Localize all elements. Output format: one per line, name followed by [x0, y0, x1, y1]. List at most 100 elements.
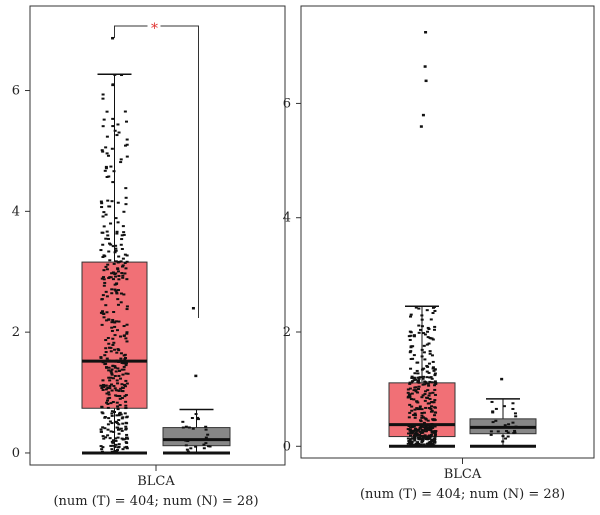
data-point [104, 451, 108, 454]
data-point [123, 261, 127, 264]
data-point [420, 425, 424, 428]
data-point [124, 385, 128, 388]
data-point [107, 342, 111, 345]
data-point [204, 428, 208, 431]
data-point [115, 379, 119, 382]
data-point [428, 397, 432, 400]
data-point [432, 369, 436, 372]
data-point [412, 389, 416, 392]
data-point [112, 170, 116, 173]
data-point [105, 230, 109, 233]
data-point [121, 422, 125, 425]
data-point [99, 356, 103, 359]
data-point [423, 426, 427, 429]
data-point [418, 436, 422, 439]
data-point [102, 316, 106, 319]
data-point [103, 281, 107, 284]
data-point [111, 278, 115, 281]
data-point [434, 381, 438, 384]
data-point [121, 264, 125, 267]
data-point [431, 360, 435, 363]
outlier-point [421, 113, 425, 117]
y-tick-label: 2 [283, 325, 291, 340]
data-point [412, 434, 416, 437]
data-point [413, 408, 417, 411]
data-point [428, 444, 432, 447]
data-point [116, 123, 120, 126]
data-point [423, 417, 427, 420]
data-point [417, 307, 421, 310]
plot-frame [300, 5, 595, 459]
normal-box [162, 427, 231, 447]
data-point [417, 324, 421, 327]
data-point [191, 427, 195, 430]
outlier-point [500, 377, 504, 381]
data-point [101, 243, 105, 246]
data-point [106, 386, 110, 389]
data-point [117, 278, 121, 281]
data-point [416, 441, 420, 444]
y-tick-label: 4 [12, 204, 20, 219]
data-point [116, 221, 120, 224]
data-point [420, 348, 424, 351]
data-point [408, 387, 412, 390]
sample-count-label: (num (T) = 404; num (N) = 28) [53, 494, 258, 509]
data-point [124, 144, 128, 147]
data-point [427, 327, 431, 330]
data-point [423, 383, 427, 386]
data-point [120, 368, 124, 371]
data-point [417, 331, 421, 334]
data-point [117, 423, 121, 426]
data-point [106, 399, 110, 402]
data-point [116, 436, 120, 439]
data-point [123, 358, 127, 361]
data-point [101, 385, 105, 388]
data-point [412, 335, 416, 338]
data-point [121, 390, 125, 393]
data-point [410, 380, 414, 383]
data-point [185, 448, 189, 451]
data-point [110, 321, 114, 324]
data-point [117, 369, 121, 372]
data-point [415, 432, 419, 435]
data-point [204, 436, 208, 439]
data-point [431, 312, 435, 315]
data-point [420, 416, 424, 419]
data-point [417, 442, 421, 445]
significance-marker: * [151, 21, 158, 37]
data-point [100, 386, 104, 389]
data-point [101, 255, 105, 258]
data-point [114, 394, 118, 397]
data-point [113, 421, 117, 424]
data-point [100, 149, 104, 152]
data-point [489, 433, 493, 436]
data-point [120, 396, 124, 399]
data-point [124, 425, 128, 428]
data-point [112, 410, 116, 413]
data-point [433, 374, 437, 377]
data-point [426, 397, 430, 400]
data-point [114, 439, 118, 442]
data-point [431, 338, 435, 341]
data-point [116, 298, 120, 301]
data-point [125, 447, 129, 450]
data-point [107, 366, 111, 369]
data-point [420, 440, 424, 443]
data-point [120, 429, 124, 432]
data-point [433, 425, 437, 428]
data-point [100, 206, 104, 209]
data-point [124, 404, 128, 407]
data-point [431, 306, 435, 309]
data-point [107, 346, 111, 349]
data-point [118, 397, 122, 400]
data-point [104, 167, 108, 170]
data-point [125, 382, 129, 385]
data-point [430, 377, 434, 380]
data-point [102, 225, 106, 228]
data-point [406, 388, 410, 391]
data-point [105, 110, 109, 113]
data-point [119, 260, 123, 263]
data-point [125, 260, 129, 263]
data-point [423, 358, 427, 361]
data-point [426, 435, 430, 438]
